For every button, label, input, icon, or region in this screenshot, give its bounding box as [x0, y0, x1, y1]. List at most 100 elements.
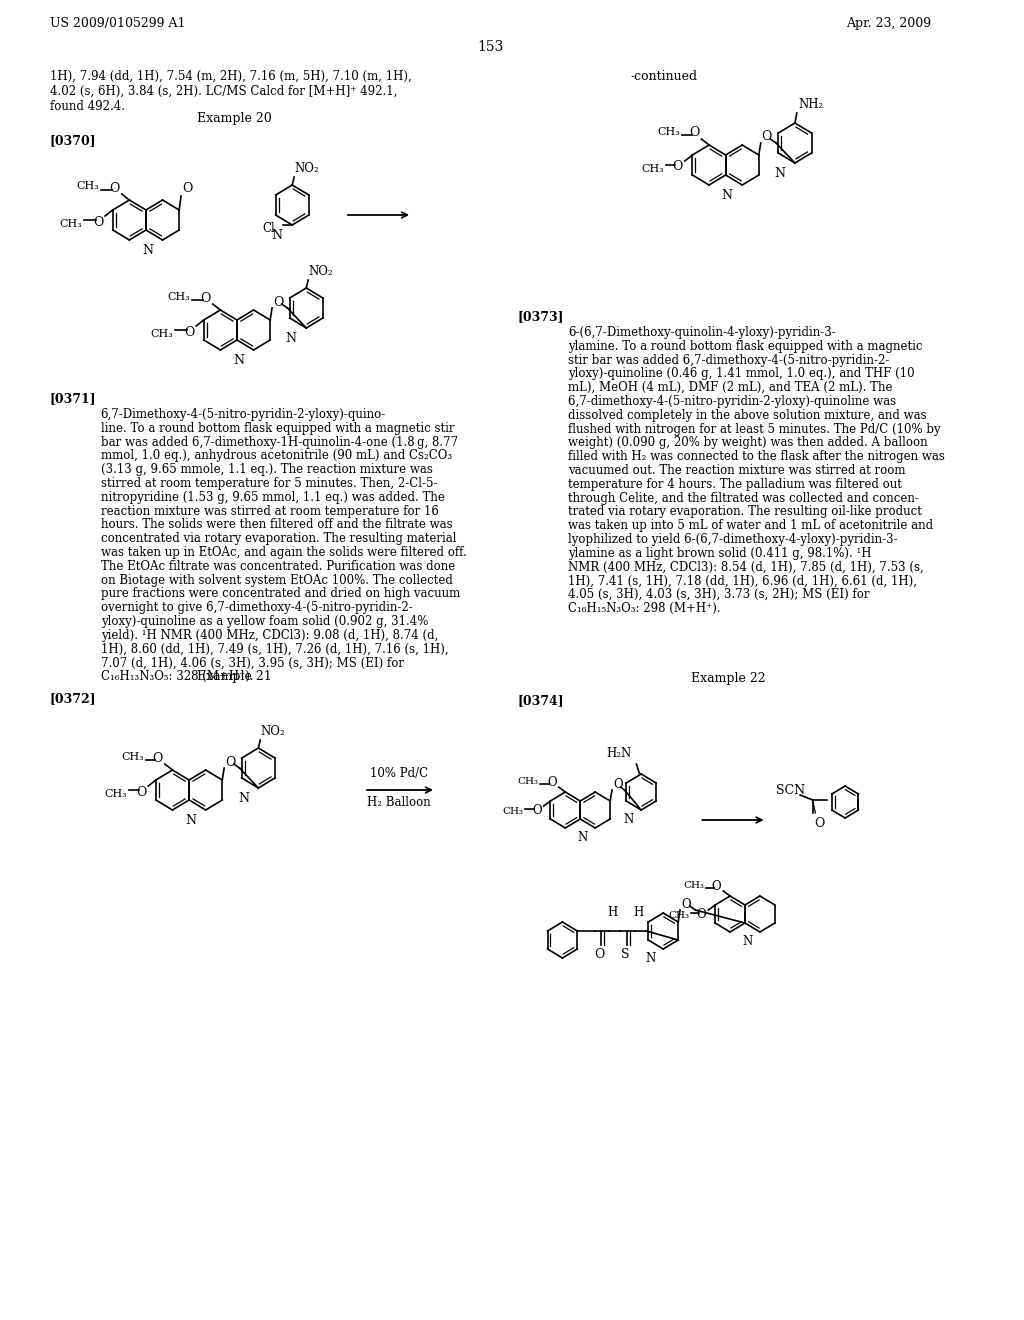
Text: O: O — [697, 908, 707, 921]
Text: H: H — [634, 906, 644, 919]
Text: N: N — [271, 228, 283, 242]
Text: line. To a round bottom flask equipped with a magnetic stir: line. To a round bottom flask equipped w… — [100, 422, 454, 434]
Text: O: O — [712, 879, 722, 892]
Text: on Biotage with solvent system EtOAc 100%. The collected: on Biotage with solvent system EtOAc 100… — [100, 574, 453, 586]
Text: NO₂: NO₂ — [294, 162, 318, 176]
Text: O: O — [613, 779, 623, 792]
Text: yloxy)-quinoline (0.46 g, 1.41 mmol, 1.0 eq.), and THF (10: yloxy)-quinoline (0.46 g, 1.41 mmol, 1.0… — [568, 367, 914, 380]
Text: 7.07 (d, 1H), 4.06 (s, 3H), 3.95 (s, 3H); MS (EI) for: 7.07 (d, 1H), 4.06 (s, 3H), 3.95 (s, 3H)… — [100, 656, 403, 669]
Text: [0372]: [0372] — [50, 692, 96, 705]
Text: trated via rotary evaporation. The resulting oil-like product: trated via rotary evaporation. The resul… — [568, 506, 922, 519]
Text: O: O — [110, 181, 120, 194]
Text: C₁₆H₁₅N₃O₃: 298 (M+H⁺).: C₁₆H₁₅N₃O₃: 298 (M+H⁺). — [568, 602, 721, 615]
Text: concentrated via rotary evaporation. The resulting material: concentrated via rotary evaporation. The… — [100, 532, 456, 545]
Text: O: O — [814, 817, 824, 830]
Text: weight) (0.090 g, 20% by weight) was then added. A balloon: weight) (0.090 g, 20% by weight) was the… — [568, 437, 928, 449]
Text: was taken up in EtOAc, and again the solids were filtered off.: was taken up in EtOAc, and again the sol… — [100, 546, 466, 558]
Text: 4.05 (s, 3H), 4.03 (s, 3H), 3.73 (s, 2H); MS (EI) for: 4.05 (s, 3H), 4.03 (s, 3H), 3.73 (s, 2H)… — [568, 589, 869, 601]
Text: O: O — [273, 296, 284, 309]
Text: ylamine. To a round bottom flask equipped with a magnetic: ylamine. To a round bottom flask equippe… — [568, 339, 923, 352]
Text: S: S — [621, 948, 630, 961]
Text: N: N — [645, 952, 655, 965]
Text: stir bar was added 6,7-dimethoxy-4-(5-nitro-pyridin-2-: stir bar was added 6,7-dimethoxy-4-(5-ni… — [568, 354, 890, 367]
Text: H₂N: H₂N — [606, 747, 632, 760]
Text: CH₃: CH₃ — [641, 164, 664, 174]
Text: H: H — [607, 906, 617, 919]
Text: 6,7-Dimethoxy-4-(5-nitro-pyridin-2-yloxy)-quino-: 6,7-Dimethoxy-4-(5-nitro-pyridin-2-yloxy… — [100, 408, 386, 421]
Text: O: O — [547, 776, 557, 788]
Text: flushed with nitrogen for at least 5 minutes. The Pd/C (10% by: flushed with nitrogen for at least 5 min… — [568, 422, 941, 436]
Text: 6-(6,7-Dimethoxy-quinolin-4-yloxy)-pyridin-3-: 6-(6,7-Dimethoxy-quinolin-4-yloxy)-pyrid… — [568, 326, 836, 339]
Text: NO₂: NO₂ — [308, 265, 333, 279]
Text: 4.02 (s, 6H), 3.84 (s, 2H). LC/MS Calcd for [M+H]⁺ 492.1,: 4.02 (s, 6H), 3.84 (s, 2H). LC/MS Calcd … — [50, 84, 397, 98]
Text: N: N — [233, 354, 244, 367]
Text: CH₃: CH₃ — [683, 880, 705, 890]
Text: CH₃: CH₃ — [151, 329, 173, 339]
Text: lyophilized to yield 6-(6,7-dimethoxy-4-yloxy)-pyridin-3-: lyophilized to yield 6-(6,7-dimethoxy-4-… — [568, 533, 898, 546]
Text: CH₃: CH₃ — [669, 912, 689, 920]
Text: filled with H₂ was connected to the flask after the nitrogen was: filled with H₂ was connected to the flas… — [568, 450, 945, 463]
Text: NH₂: NH₂ — [799, 98, 824, 111]
Text: C₁₆H₁₃N₃O₅: 328 (M+H⁺).: C₁₆H₁₃N₃O₅: 328 (M+H⁺). — [100, 671, 253, 684]
Text: [0370]: [0370] — [50, 135, 96, 147]
Text: vacuumed out. The reaction mixture was stirred at room: vacuumed out. The reaction mixture was s… — [568, 465, 905, 477]
Text: O: O — [689, 127, 699, 140]
Text: N: N — [624, 813, 634, 826]
Text: stirred at room temperature for 5 minutes. Then, 2-Cl-5-: stirred at room temperature for 5 minute… — [100, 477, 437, 490]
Text: N: N — [238, 792, 249, 805]
Text: O: O — [136, 785, 146, 799]
Text: H₂ Balloon: H₂ Balloon — [367, 796, 430, 809]
Text: nitropyridine (1.53 g, 9.65 mmol, 1.1 eq.) was added. The: nitropyridine (1.53 g, 9.65 mmol, 1.1 eq… — [100, 491, 444, 504]
Text: CH₃: CH₃ — [167, 292, 189, 302]
Text: O: O — [532, 804, 542, 817]
Text: (3.13 g, 9.65 mmole, 1.1 eq.). The reaction mixture was: (3.13 g, 9.65 mmole, 1.1 eq.). The react… — [100, 463, 432, 477]
Text: NMR (400 MHz, CDCl3): 8.54 (d, 1H), 7.85 (d, 1H), 7.53 (s,: NMR (400 MHz, CDCl3): 8.54 (d, 1H), 7.85… — [568, 561, 924, 574]
Text: CH₃: CH₃ — [121, 752, 143, 762]
Text: 10% Pd/C: 10% Pd/C — [370, 767, 428, 780]
Text: CH₃: CH₃ — [76, 181, 98, 191]
Text: NO₂: NO₂ — [260, 725, 285, 738]
Text: pure fractions were concentrated and dried on high vacuum: pure fractions were concentrated and dri… — [100, 587, 460, 601]
Text: O: O — [184, 326, 195, 338]
Text: O: O — [93, 215, 103, 228]
Text: 1H), 8.60 (dd, 1H), 7.49 (s, 1H), 7.26 (d, 1H), 7.16 (s, 1H),: 1H), 8.60 (dd, 1H), 7.49 (s, 1H), 7.26 (… — [100, 643, 449, 656]
Text: hours. The solids were then filtered off and the filtrate was: hours. The solids were then filtered off… — [100, 519, 453, 532]
Text: O: O — [153, 751, 163, 764]
Text: through Celite, and the filtrated was collected and concen-: through Celite, and the filtrated was co… — [568, 491, 920, 504]
Text: bar was added 6,7-dimethoxy-1H-quinolin-4-one (1.8 g, 8.77: bar was added 6,7-dimethoxy-1H-quinolin-… — [100, 436, 458, 449]
Text: N: N — [722, 189, 733, 202]
Text: reaction mixture was stirred at room temperature for 16: reaction mixture was stirred at room tem… — [100, 504, 438, 517]
Text: [0373]: [0373] — [517, 310, 564, 323]
Text: CH₃: CH₃ — [104, 789, 127, 799]
Text: SCN: SCN — [776, 784, 805, 796]
Text: 153: 153 — [477, 40, 504, 54]
Text: CH₃: CH₃ — [503, 808, 523, 817]
Text: found 492.4.: found 492.4. — [50, 100, 125, 114]
Text: dissolved completely in the above solution mixture, and was: dissolved completely in the above soluti… — [568, 409, 927, 422]
Text: N: N — [286, 333, 297, 345]
Text: [0371]: [0371] — [50, 392, 96, 405]
Text: 1H), 7.41 (s, 1H), 7.18 (dd, 1H), 6.96 (d, 1H), 6.61 (d, 1H),: 1H), 7.41 (s, 1H), 7.18 (dd, 1H), 6.96 (… — [568, 574, 918, 587]
Text: Example 22: Example 22 — [691, 672, 766, 685]
Text: US 2009/0105299 A1: US 2009/0105299 A1 — [50, 17, 185, 30]
Text: N: N — [742, 935, 753, 948]
Text: Apr. 23, 2009: Apr. 23, 2009 — [846, 17, 931, 30]
Text: [0374]: [0374] — [517, 694, 564, 708]
Text: CH₃: CH₃ — [657, 127, 680, 137]
Text: O: O — [673, 161, 683, 173]
Text: yield). ¹H NMR (400 MHz, CDCl3): 9.08 (d, 1H), 8.74 (d,: yield). ¹H NMR (400 MHz, CDCl3): 9.08 (d… — [100, 628, 438, 642]
Text: O: O — [182, 181, 193, 194]
Text: mmol, 1.0 eq.), anhydrous acetonitrile (90 mL) and Cs₂CO₃: mmol, 1.0 eq.), anhydrous acetonitrile (… — [100, 449, 452, 462]
Text: N: N — [185, 814, 197, 828]
Text: Example 20: Example 20 — [198, 112, 272, 125]
Text: Example 21: Example 21 — [198, 671, 272, 682]
Text: O: O — [201, 292, 211, 305]
Text: yloxy)-quinoline as a yellow foam solid (0.902 g, 31.4%: yloxy)-quinoline as a yellow foam solid … — [100, 615, 428, 628]
Text: was taken up into 5 mL of water and 1 mL of acetonitrile and: was taken up into 5 mL of water and 1 mL… — [568, 519, 933, 532]
Text: ylamine as a light brown solid (0.411 g, 98.1%). ¹H: ylamine as a light brown solid (0.411 g,… — [568, 546, 871, 560]
Text: O: O — [681, 898, 690, 911]
Text: -continued: -continued — [631, 70, 697, 83]
Text: 6,7-dimethoxy-4-(5-nitro-pyridin-2-yloxy)-quinoline was: 6,7-dimethoxy-4-(5-nitro-pyridin-2-yloxy… — [568, 395, 896, 408]
Text: N: N — [774, 168, 785, 180]
Text: mL), MeOH (4 mL), DMF (2 mL), and TEA (2 mL). The: mL), MeOH (4 mL), DMF (2 mL), and TEA (2… — [568, 381, 893, 395]
